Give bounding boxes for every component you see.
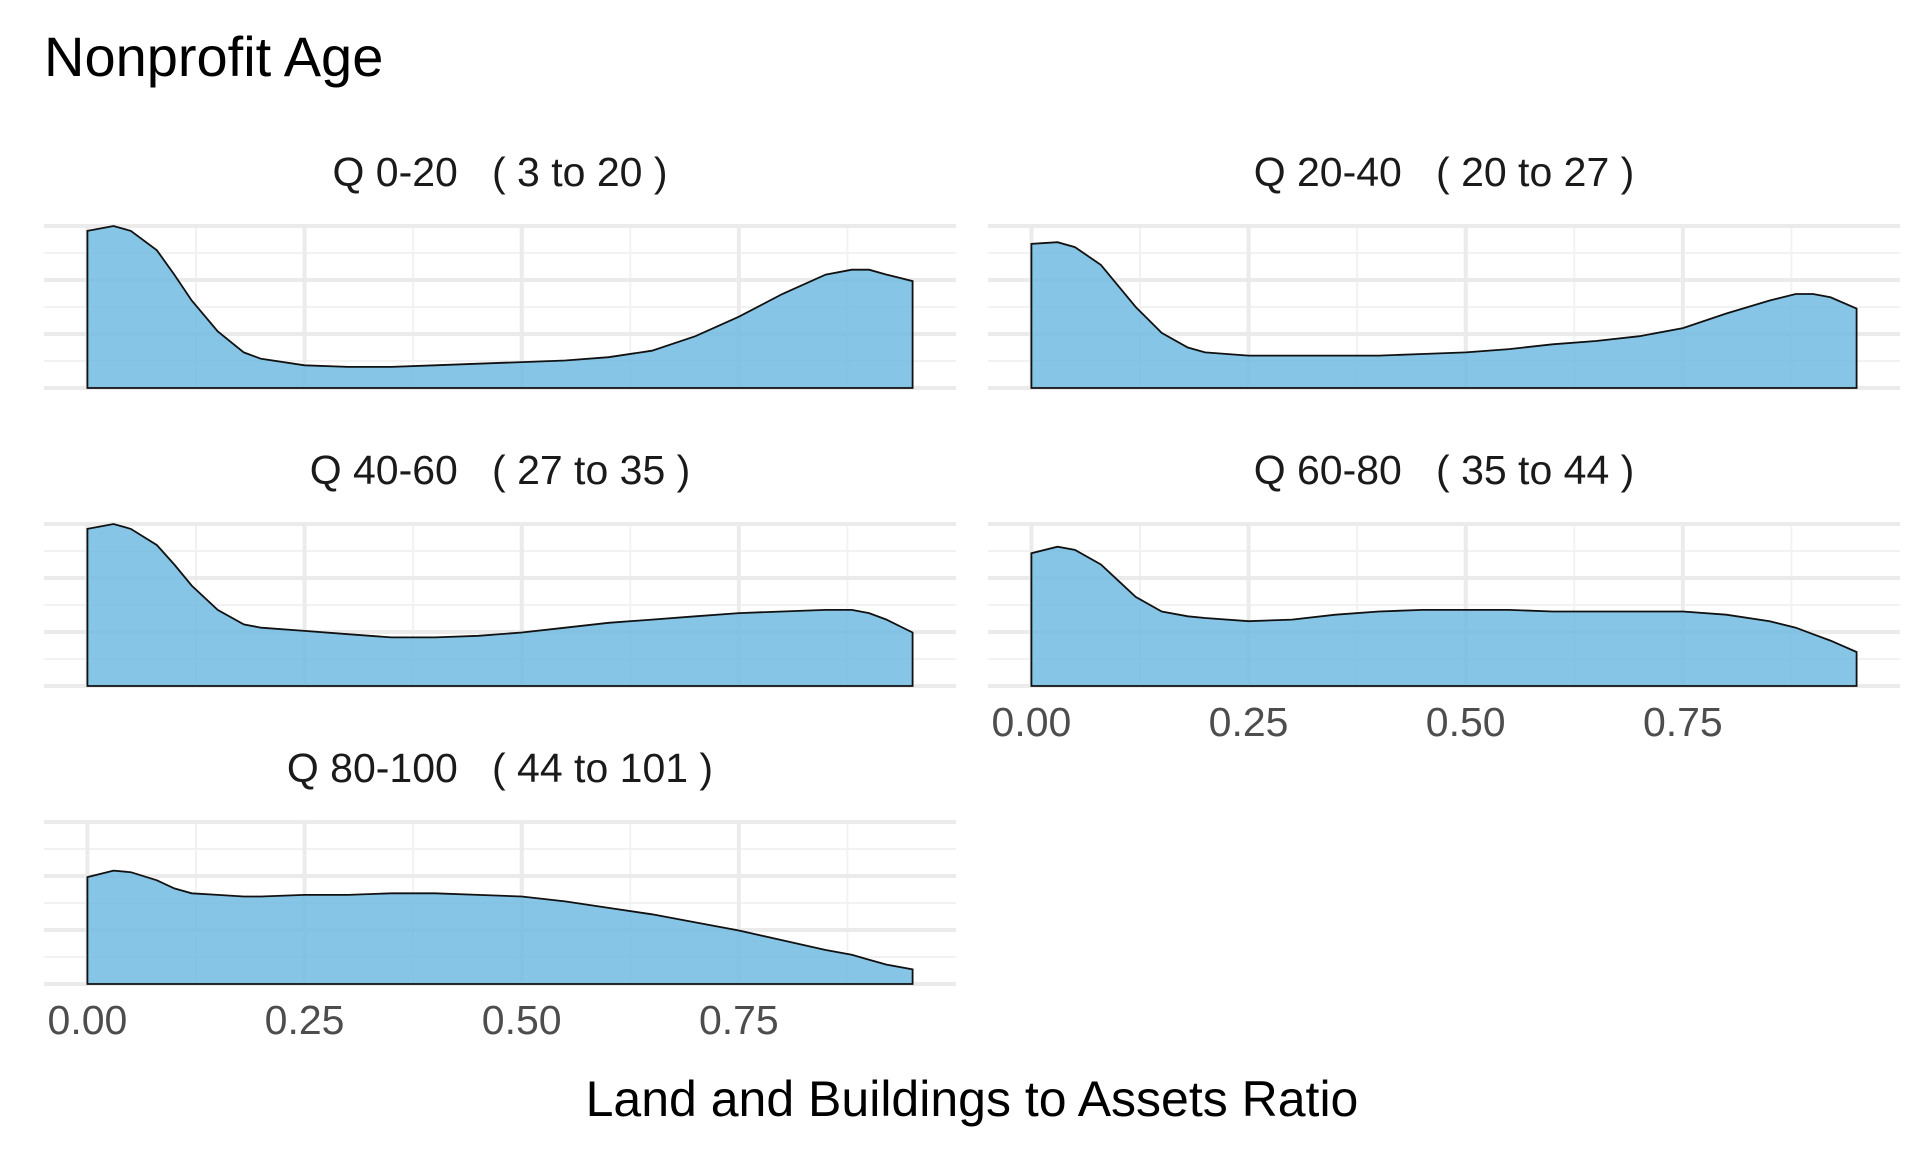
chart-title: Nonprofit Age [44,25,383,88]
x-tick-label: 0.25 [265,997,345,1043]
facet-panel: Q 80-100 ( 44 to 101 ) 0.00 0.25 0.50 0.75 [44,745,956,1043]
facet-panel: Q 60-80 ( 35 to 44 ) 0.00 0.25 0.50 0.75 [988,447,1900,745]
facet-panel: Q 20-40 ( 20 to 27 ) [988,149,1900,390]
density-area [86,869,914,985]
density-area [1030,241,1858,389]
x-axis-label: Land and Buildings to Assets Ratio [586,1071,1359,1127]
facet-strip-label: Q 60-80 ( 35 to 44 ) [1254,447,1635,493]
x-tick-label: 0.00 [48,997,128,1043]
x-tick-label: 0.00 [992,699,1072,745]
facet-strip-label: Q 0-20 ( 3 to 20 ) [333,149,668,195]
facet-strip-label: Q 40-60 ( 27 to 35 ) [310,447,691,493]
x-tick-label: 0.75 [699,997,779,1043]
x-tick-label: 0.75 [1643,699,1723,745]
facet-panels: Q 0-20 ( 3 to 20 ) Q 20-40 ( 20 to 27 ) Q … [44,149,1900,1043]
facet-strip-label: Q 80-100 ( 44 to 101 ) [287,745,713,791]
facet-panel: Q 0-20 ( 3 to 20 ) [44,149,956,390]
facet-strip-label: Q 20-40 ( 20 to 27 ) [1254,149,1635,195]
facet-panel: Q 40-60 ( 27 to 35 ) [44,447,956,688]
density-area [86,523,914,687]
x-tick-label: 0.50 [1426,699,1506,745]
density-area [86,225,914,389]
x-tick-label: 0.50 [482,997,562,1043]
density-area [1030,545,1858,687]
x-tick-label: 0.25 [1209,699,1289,745]
